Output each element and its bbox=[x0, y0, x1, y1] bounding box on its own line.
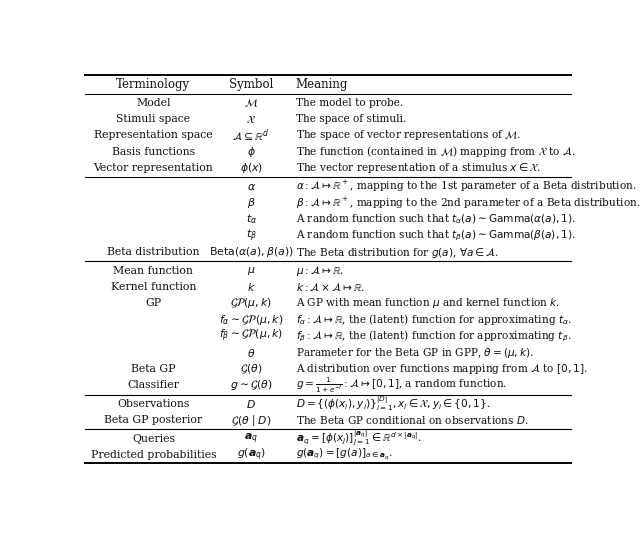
Text: Basis functions: Basis functions bbox=[112, 147, 195, 157]
Text: Kernel function: Kernel function bbox=[111, 282, 196, 292]
Text: $\beta : \mathcal{A} \mapsto \mathbb{R}^+$, mapping to the 2nd parameter of a Be: $\beta : \mathcal{A} \mapsto \mathbb{R}^… bbox=[296, 196, 640, 211]
Text: Model: Model bbox=[136, 98, 171, 108]
Text: $\beta$: $\beta$ bbox=[247, 196, 255, 210]
Text: The vector representation of a stimulus $x \in \mathcal{X}$.: The vector representation of a stimulus … bbox=[296, 161, 541, 175]
Text: A GP with mean function $\mu$ and kernel function $k$.: A GP with mean function $\mu$ and kernel… bbox=[296, 296, 560, 310]
Text: $g(\boldsymbol{a}_q)$: $g(\boldsymbol{a}_q)$ bbox=[237, 447, 266, 463]
Text: $k$: $k$ bbox=[247, 281, 255, 293]
Text: $t_\alpha$: $t_\alpha$ bbox=[246, 212, 257, 226]
Text: Classifier: Classifier bbox=[127, 380, 179, 390]
Text: $\mathcal{G}(\theta \mid D)$: $\mathcal{G}(\theta \mid D)$ bbox=[231, 413, 271, 428]
Text: A distribution over functions mapping from $\mathcal{A}$ to $[0, 1]$.: A distribution over functions mapping fr… bbox=[296, 362, 588, 376]
Text: $k : \mathcal{A} \times \mathcal{A} \mapsto \mathbb{R}$.: $k : \mathcal{A} \times \mathcal{A} \map… bbox=[296, 281, 365, 293]
Text: $t_\beta$: $t_\beta$ bbox=[246, 228, 257, 244]
Text: $\mathcal{A} \subseteq \mathbb{R}^d$: $\mathcal{A} \subseteq \mathbb{R}^d$ bbox=[232, 128, 270, 143]
Text: Representation space: Representation space bbox=[94, 131, 212, 140]
Text: A random function such that $t_\beta(a) \sim \mathrm{Gamma}(\beta(a), 1)$.: A random function such that $t_\beta(a) … bbox=[296, 228, 575, 243]
Text: $f_\beta \sim \mathcal{GP}(\mu, k)$: $f_\beta \sim \mathcal{GP}(\mu, k)$ bbox=[219, 328, 284, 345]
Text: Stimuli space: Stimuli space bbox=[116, 114, 191, 124]
Text: Parameter for the Beta GP in GPP, $\theta = (\mu, k)$.: Parameter for the Beta GP in GPP, $\thet… bbox=[296, 346, 534, 359]
Text: The function (contained in $\mathcal{M}$) mapping from $\mathcal{X}$ to $\mathca: The function (contained in $\mathcal{M}$… bbox=[296, 144, 575, 159]
Text: $\mathcal{M}$: $\mathcal{M}$ bbox=[244, 97, 259, 108]
Text: $\mathcal{X}$: $\mathcal{X}$ bbox=[246, 113, 256, 124]
Text: $\mu$: $\mu$ bbox=[247, 265, 255, 276]
Text: Vector representation: Vector representation bbox=[93, 163, 213, 173]
Text: Meaning: Meaning bbox=[296, 78, 348, 91]
Text: $\boldsymbol{a}_q$: $\boldsymbol{a}_q$ bbox=[244, 431, 258, 446]
Text: Observations: Observations bbox=[117, 399, 189, 409]
Text: $g \sim \mathcal{G}(\theta)$: $g \sim \mathcal{G}(\theta)$ bbox=[230, 378, 273, 393]
Text: $\alpha$: $\alpha$ bbox=[246, 182, 255, 192]
Text: The space of vector representations of $\mathcal{M}$.: The space of vector representations of $… bbox=[296, 128, 521, 143]
Text: Queries: Queries bbox=[132, 434, 175, 444]
Text: $g = \frac{1}{1+e^{-f}} : \mathcal{A} \mapsto [0, 1]$, a random function.: $g = \frac{1}{1+e^{-f}} : \mathcal{A} \m… bbox=[296, 375, 507, 395]
Text: $\mathrm{Beta}(\alpha(a), \beta(a))$: $\mathrm{Beta}(\alpha(a), \beta(a))$ bbox=[209, 245, 293, 259]
Text: $g(\boldsymbol{a}_q) = [g(a)]_{a \in \boldsymbol{a}_q}$.: $g(\boldsymbol{a}_q) = [g(a)]_{a \in \bo… bbox=[296, 447, 392, 463]
Text: $\mathcal{G}(\theta)$: $\mathcal{G}(\theta)$ bbox=[240, 362, 262, 375]
Text: Beta distribution: Beta distribution bbox=[107, 247, 200, 257]
Text: GP: GP bbox=[145, 299, 161, 309]
Text: The model to probe.: The model to probe. bbox=[296, 98, 403, 108]
Text: Mean function: Mean function bbox=[113, 265, 193, 276]
Text: $\mu : \mathcal{A} \mapsto \mathbb{R}$.: $\mu : \mathcal{A} \mapsto \mathbb{R}$. bbox=[296, 264, 344, 278]
Text: Symbol: Symbol bbox=[229, 78, 273, 91]
Text: Predicted probabilities: Predicted probabilities bbox=[91, 450, 216, 460]
Text: $D$: $D$ bbox=[246, 398, 256, 410]
Text: Terminology: Terminology bbox=[116, 78, 191, 91]
Text: $\theta$: $\theta$ bbox=[247, 347, 255, 359]
Text: The space of stimuli.: The space of stimuli. bbox=[296, 114, 406, 124]
Text: Beta GP posterior: Beta GP posterior bbox=[104, 415, 202, 425]
Text: $\mathcal{GP}(\mu, k)$: $\mathcal{GP}(\mu, k)$ bbox=[230, 296, 272, 310]
Text: The Beta distribution for $g(a)$, $\forall a \in \mathcal{A}$.: The Beta distribution for $g(a)$, $\fora… bbox=[296, 245, 499, 260]
Text: $\phi(x)$: $\phi(x)$ bbox=[239, 161, 262, 175]
Text: Beta GP: Beta GP bbox=[131, 364, 175, 374]
Text: A random function such that $t_\alpha(a) \sim \mathrm{Gamma}(\alpha(a), 1)$.: A random function such that $t_\alpha(a)… bbox=[296, 213, 576, 226]
Text: $D = \{(\phi(x_i), y_i)\}_{i=1}^{|D|}, x_i \in \mathcal{X}, y_i \in \{0, 1\}$.: $D = \{(\phi(x_i), y_i)\}_{i=1}^{|D|}, x… bbox=[296, 395, 490, 413]
Text: $\boldsymbol{a}_q = [\phi(x_j)]_{j=1}^{|\boldsymbol{a}_q|} \in \mathbb{R}^{d \ti: $\boldsymbol{a}_q = [\phi(x_j)]_{j=1}^{|… bbox=[296, 429, 422, 448]
Text: $f_\alpha : \mathcal{A} \mapsto \mathbb{R}$, the (latent) function for approxima: $f_\alpha : \mathcal{A} \mapsto \mathbb{… bbox=[296, 312, 572, 327]
Text: $\phi$: $\phi$ bbox=[246, 145, 255, 159]
Text: $f_\beta : \mathcal{A} \mapsto \mathbb{R}$, the (latent) function for approximat: $f_\beta : \mathcal{A} \mapsto \mathbb{R… bbox=[296, 328, 571, 344]
Text: $f_\alpha \sim \mathcal{GP}(\mu, k)$: $f_\alpha \sim \mathcal{GP}(\mu, k)$ bbox=[219, 313, 284, 327]
Text: $\alpha : \mathcal{A} \mapsto \mathbb{R}^+$, mapping to the 1st parameter of a B: $\alpha : \mathcal{A} \mapsto \mathbb{R}… bbox=[296, 179, 637, 194]
Text: The Beta GP conditional on observations $D$.: The Beta GP conditional on observations … bbox=[296, 414, 529, 426]
